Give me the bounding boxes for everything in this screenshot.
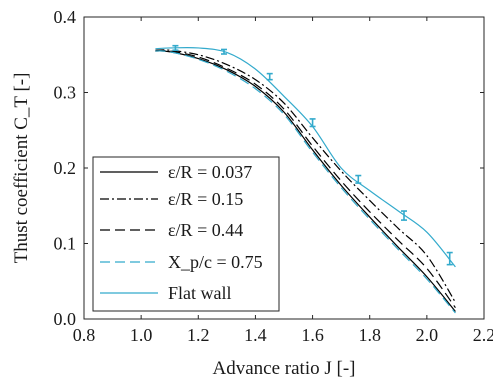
legend-label-1: ε/R = 0.15 [168,189,243,209]
x-tick-label: 1.4 [244,325,267,345]
x-tick-label: 1.6 [301,325,324,345]
x-tick-label: 1.0 [130,325,153,345]
legend-label-2: ε/R = 0.44 [168,220,243,240]
x-tick-label: 1.2 [187,325,210,345]
error-bar [221,48,227,55]
error-bar [172,44,179,52]
y-tick-label: 0.1 [54,234,77,254]
series-line-1 [155,49,456,303]
x-axis-label: Advance ratio J [-] [213,358,356,379]
legend: ε/R = 0.037 ε/R = 0.15 ε/R = 0.44 X_p/c = 0… [92,156,280,312]
error-bar [401,210,407,221]
tick-labels: 0.8 1.0 1.2 1.4 1.6 1.8 2.0 2.2 0.0 0.1 0.2 0.3 0.4 [54,7,493,345]
series-line-2 [155,49,456,309]
series-line-0 [155,50,456,312]
x-tick-label: 2.2 [473,325,493,345]
legend-box [92,156,280,312]
x-tick-label: 1.8 [358,325,381,345]
y-tick-label: 0.3 [54,83,77,103]
error-bar [309,118,316,128]
error-bar [266,72,273,81]
x-tick-label: 0.8 [73,325,96,345]
errorbar-layer [172,44,453,266]
series-line-3 [155,50,456,314]
legend-label-3: X_p/c = 0.75 [168,252,263,272]
error-bar [355,174,362,184]
series-layer [155,46,456,314]
ticks [83,16,485,320]
series-line-4 [155,46,456,268]
y-tick-label: 0.0 [54,309,77,329]
y-tick-label: 0.4 [54,7,77,27]
y-axis-label: Thust coefficient C_T [-] [11,73,32,264]
x-tick-label: 2.0 [416,325,439,345]
error-bar [446,251,453,266]
legend-label-0: ε/R = 0.037 [168,162,252,182]
legend-label-4: Flat wall [168,283,232,303]
y-tick-label: 0.2 [54,158,77,178]
